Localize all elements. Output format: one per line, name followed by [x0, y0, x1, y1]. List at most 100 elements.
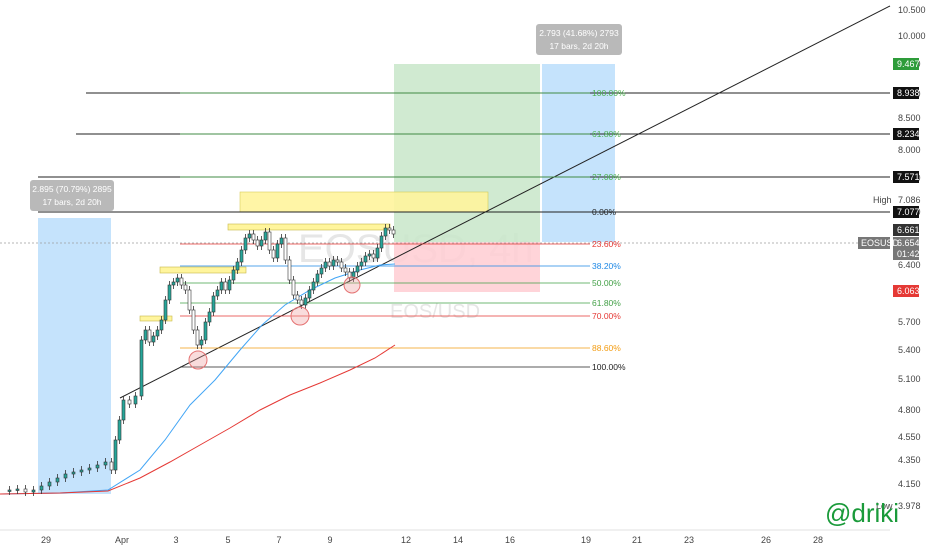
- price-tag: 01:42:27: [897, 249, 932, 259]
- x-tick-label: 19: [581, 535, 591, 545]
- x-tick-label: 3: [173, 535, 178, 545]
- candle-body: [219, 281, 224, 291]
- candle-body: [367, 253, 372, 257]
- watermark-pair: EOS/USD: [390, 301, 480, 323]
- consolidation-box-2[interactable]: [159, 266, 247, 274]
- candle-body: [79, 469, 84, 473]
- touch-marker-3: [343, 276, 361, 294]
- candle-body: [339, 261, 344, 269]
- range-label-left-bg: [30, 180, 114, 211]
- candle-body: [183, 284, 188, 291]
- y-tick-label: 8.500: [898, 113, 921, 123]
- candle-body: [175, 277, 180, 283]
- x-tick-label: 21: [632, 535, 642, 545]
- candle-body: [133, 395, 138, 405]
- fib-label: 61.80%: [592, 129, 621, 139]
- candle-body: [147, 329, 152, 343]
- price-tag: 7.077: [897, 207, 920, 217]
- y-tick-label: 10.500: [898, 5, 926, 15]
- candle-body: [7, 489, 12, 492]
- y-tick-label: 6.400: [898, 260, 921, 270]
- consolidation-box-1[interactable]: [227, 223, 391, 231]
- candle-body: [259, 239, 264, 247]
- candle-body: [311, 281, 316, 291]
- candle-body: [275, 243, 280, 259]
- consolidation-box-3[interactable]: [139, 315, 173, 322]
- range-box-left[interactable]: [38, 218, 111, 494]
- candle-body: [343, 267, 348, 273]
- moving-average-red: [0, 344, 396, 495]
- y-tick-label: 4.350: [898, 455, 921, 465]
- candlesticks[interactable]: [7, 224, 396, 496]
- x-tick-label: 14: [453, 535, 463, 545]
- range-label-right-line1: 2.793 (41.68%) 2793: [539, 28, 619, 38]
- y-tick-label: 4.150: [898, 479, 921, 489]
- price-tag: 8.938: [897, 88, 920, 98]
- candle-body: [151, 335, 156, 343]
- candle-body: [199, 339, 204, 346]
- candle-body: [335, 259, 340, 263]
- candle-body: [231, 269, 236, 281]
- price-tag: 8.234: [897, 129, 920, 139]
- high-value: 7.086: [898, 195, 921, 205]
- candle-body: [263, 231, 268, 241]
- y-tick-label: 5.100: [898, 374, 921, 384]
- price-tag-bg: [893, 237, 919, 249]
- candle-body: [187, 289, 192, 311]
- candle-body: [31, 489, 36, 493]
- candle-body: [223, 281, 228, 291]
- candle-body: [95, 464, 100, 469]
- candle-body: [307, 289, 312, 299]
- price-tag: 9.467: [897, 59, 920, 69]
- fib-label: 61.80%: [592, 298, 621, 308]
- candle-body: [359, 261, 364, 267]
- candle-body: [255, 239, 260, 247]
- candle-body: [239, 249, 244, 263]
- candle-body: [195, 329, 200, 346]
- y-tick-label: 5.400: [898, 345, 921, 355]
- candle-body: [347, 271, 352, 279]
- y-tick-label: 10.000: [898, 31, 926, 41]
- fib-label: 38.20%: [592, 261, 621, 271]
- candle-body: [179, 277, 184, 286]
- y-tick-label: 8.000: [898, 145, 921, 155]
- candle-body: [235, 261, 240, 271]
- x-tick-label: 16: [505, 535, 515, 545]
- author-signature: @driki: [825, 498, 899, 528]
- candle-body: [279, 237, 284, 245]
- candle-body: [127, 399, 132, 405]
- fib-label: 70.00%: [592, 311, 621, 321]
- candle-body: [63, 473, 68, 479]
- price-tag-bg: [893, 58, 919, 70]
- candle-body: [215, 289, 220, 297]
- time-axis[interactable]: 29 Apr 3 5 7 9 12 14 16 19 21 23 26 28: [0, 529, 890, 545]
- fib-label: 88.60%: [592, 343, 621, 353]
- candle-body: [155, 329, 160, 337]
- high-label: High: [873, 195, 892, 205]
- x-tick-label: 5: [225, 535, 230, 545]
- candle-body: [23, 488, 28, 493]
- fib-label: 27.00%: [592, 172, 621, 182]
- trend-line[interactable]: [119, 5, 891, 399]
- touch-marker-2: [290, 306, 310, 326]
- long-position-loss-zone[interactable]: [394, 242, 540, 292]
- candle-body: [47, 481, 52, 487]
- long-position-profit-zone[interactable]: [394, 64, 540, 242]
- candle-body: [87, 467, 92, 471]
- x-tick-label: 23: [684, 535, 694, 545]
- price-tag-bg: [893, 87, 919, 99]
- price-tag-bg: [893, 206, 919, 218]
- candle-body: [109, 461, 114, 471]
- fib-label: 100.00%: [592, 88, 626, 98]
- resistance-zone[interactable]: [239, 191, 489, 213]
- candle-body: [375, 247, 380, 259]
- candle-body: [295, 294, 300, 301]
- x-tick-label: Apr: [115, 535, 129, 545]
- candle-body: [351, 271, 356, 279]
- candle-body: [191, 309, 196, 331]
- fib-retracement[interactable]: 100.00% 61.80% 27.00% 0.00% 23.60% 38.20% 50.0…: [180, 88, 626, 372]
- candle-body: [287, 259, 292, 281]
- candle-body: [247, 233, 252, 239]
- candle-body: [271, 249, 276, 259]
